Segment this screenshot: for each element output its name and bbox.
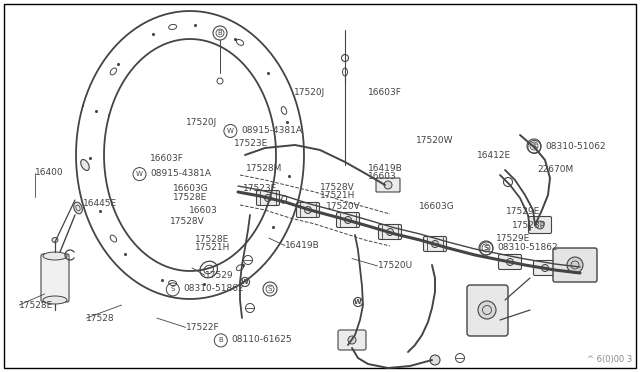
Ellipse shape [478, 301, 496, 319]
Text: S: S [171, 286, 175, 292]
FancyBboxPatch shape [338, 330, 366, 350]
Text: 17528V: 17528V [170, 217, 204, 226]
FancyBboxPatch shape [337, 212, 360, 228]
Ellipse shape [431, 241, 438, 247]
Text: S: S [484, 246, 488, 251]
Text: 17520W: 17520W [416, 136, 454, 145]
Text: 17520V: 17520V [326, 202, 361, 211]
Ellipse shape [52, 237, 58, 243]
FancyBboxPatch shape [467, 285, 508, 336]
Text: 16603F: 16603F [368, 88, 402, 97]
FancyBboxPatch shape [41, 254, 69, 302]
Ellipse shape [305, 206, 312, 214]
Ellipse shape [43, 252, 67, 260]
Text: 17528P: 17528P [512, 221, 546, 230]
Ellipse shape [506, 259, 513, 266]
Text: S: S [532, 143, 536, 149]
FancyBboxPatch shape [424, 237, 447, 251]
Text: 08915-4381A: 08915-4381A [241, 126, 302, 135]
Text: 17521H: 17521H [195, 243, 230, 252]
Text: 16400: 16400 [35, 169, 64, 177]
Ellipse shape [384, 181, 392, 189]
Text: 17523E: 17523E [243, 185, 278, 193]
FancyBboxPatch shape [378, 224, 401, 240]
Text: 16603F: 16603F [150, 154, 184, 163]
Text: 17528E: 17528E [173, 193, 207, 202]
Text: B: B [218, 337, 223, 343]
Ellipse shape [81, 160, 89, 170]
Ellipse shape [264, 195, 271, 202]
FancyBboxPatch shape [376, 178, 400, 192]
FancyBboxPatch shape [296, 202, 319, 218]
Text: W: W [241, 279, 249, 285]
Ellipse shape [387, 228, 394, 235]
Text: 22670M: 22670M [538, 165, 574, 174]
Text: 17528V: 17528V [320, 183, 355, 192]
Text: B: B [218, 30, 222, 36]
Text: 16603G: 16603G [419, 202, 455, 211]
FancyBboxPatch shape [553, 248, 597, 282]
Text: 16445E: 16445E [83, 199, 117, 208]
Text: W: W [136, 171, 143, 177]
Text: 16603: 16603 [368, 172, 397, 181]
Text: W: W [227, 128, 234, 134]
Ellipse shape [430, 355, 440, 365]
Text: 17520J: 17520J [294, 88, 326, 97]
Text: 17529: 17529 [205, 271, 234, 280]
Text: 08310-51862: 08310-51862 [497, 243, 558, 252]
Ellipse shape [43, 296, 67, 304]
Text: 16419B: 16419B [285, 241, 319, 250]
FancyBboxPatch shape [257, 190, 280, 205]
Text: 17521H: 17521H [320, 191, 355, 200]
Text: 17529E: 17529E [506, 207, 540, 216]
FancyBboxPatch shape [529, 217, 552, 234]
Text: 17528E: 17528E [19, 301, 54, 310]
Text: 08915-4381A: 08915-4381A [150, 169, 211, 178]
Text: S: S [532, 144, 536, 150]
Text: 17528E: 17528E [195, 235, 230, 244]
Text: 16603: 16603 [189, 206, 218, 215]
Text: 08310-51862: 08310-51862 [184, 284, 244, 293]
Text: 17529E: 17529E [496, 234, 531, 243]
Text: 16412E: 16412E [477, 151, 511, 160]
Text: 08310-51062: 08310-51062 [545, 142, 606, 151]
Ellipse shape [344, 217, 351, 224]
Text: S: S [268, 286, 272, 292]
Text: 17528: 17528 [86, 314, 115, 323]
Ellipse shape [541, 264, 548, 272]
Text: 17520J: 17520J [186, 118, 217, 127]
Text: 17528M: 17528M [246, 164, 283, 173]
Ellipse shape [348, 336, 356, 344]
Ellipse shape [74, 202, 83, 214]
FancyBboxPatch shape [534, 260, 557, 276]
Text: 16603G: 16603G [173, 185, 209, 193]
Text: 16419B: 16419B [368, 164, 403, 173]
Text: 08110-61625: 08110-61625 [232, 335, 292, 344]
Ellipse shape [536, 221, 544, 229]
Ellipse shape [567, 257, 583, 273]
Text: W: W [354, 299, 362, 305]
Text: S: S [484, 245, 488, 251]
Text: 17523E: 17523E [234, 139, 268, 148]
Text: 17520U: 17520U [378, 262, 413, 270]
Text: ^ 6(0)00 3: ^ 6(0)00 3 [587, 355, 632, 364]
Text: 17522F: 17522F [186, 323, 220, 332]
FancyBboxPatch shape [499, 254, 522, 269]
